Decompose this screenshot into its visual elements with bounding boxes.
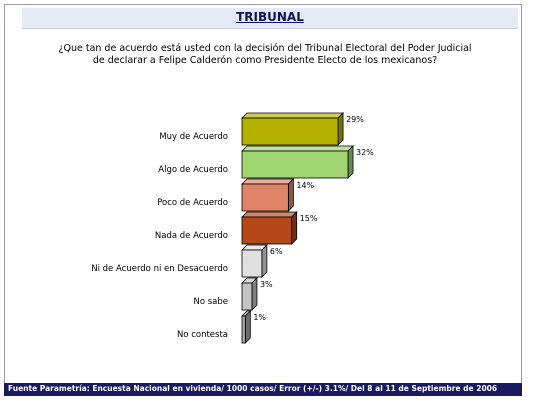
bar-top-face [241, 178, 295, 185]
question-line-1: ¿Que tan de acuerdo está usted con la de… [58, 43, 472, 54]
title-band: TRIBUNAL [22, 8, 518, 29]
bar-top-face [241, 211, 298, 218]
bar [241, 315, 246, 344]
bar-side-face [251, 277, 258, 311]
bar-side-face [291, 211, 298, 245]
bar-side-face [244, 310, 251, 344]
bar-side-face [287, 178, 294, 212]
category-label: Ni de Acuerdo ni en Desacuerdo [91, 264, 228, 274]
bar [241, 282, 253, 311]
bar [241, 216, 293, 245]
category-label: Muy de Acuerdo [159, 132, 228, 142]
data-label: 14% [296, 181, 314, 190]
category-label: No sabe [193, 297, 228, 307]
bar [241, 183, 289, 212]
bar-top-face [241, 112, 345, 119]
bar-top-face [241, 145, 354, 152]
survey-question: ¿Que tan de acuerdo está usted con la de… [30, 43, 500, 67]
page-title: TRIBUNAL [236, 10, 304, 24]
category-label: Poco de Acuerdo [157, 198, 228, 208]
bar-side-face [347, 145, 354, 179]
bar-side-face [337, 112, 344, 146]
data-label: 3% [260, 280, 273, 289]
source-footer: Fuente Parametría: Encuesta Nacional en … [4, 383, 522, 396]
data-label: 1% [253, 313, 266, 322]
category-label: No contesta [177, 330, 228, 340]
question-line-2: de declarar a Felipe Calderón como Presi… [92, 55, 438, 66]
bar [241, 117, 339, 146]
bar-side-face [261, 244, 268, 278]
data-label: 15% [300, 214, 318, 223]
data-label: 29% [346, 115, 364, 124]
category-label: Algo de Acuerdo [158, 165, 228, 175]
data-label: 32% [356, 148, 374, 157]
source-text: Fuente Parametría: Encuesta Nacional en … [8, 384, 498, 393]
bar [241, 150, 349, 179]
data-label: 6% [270, 247, 283, 256]
bar [241, 249, 263, 278]
category-label: Nada de Acuerdo [155, 231, 228, 241]
